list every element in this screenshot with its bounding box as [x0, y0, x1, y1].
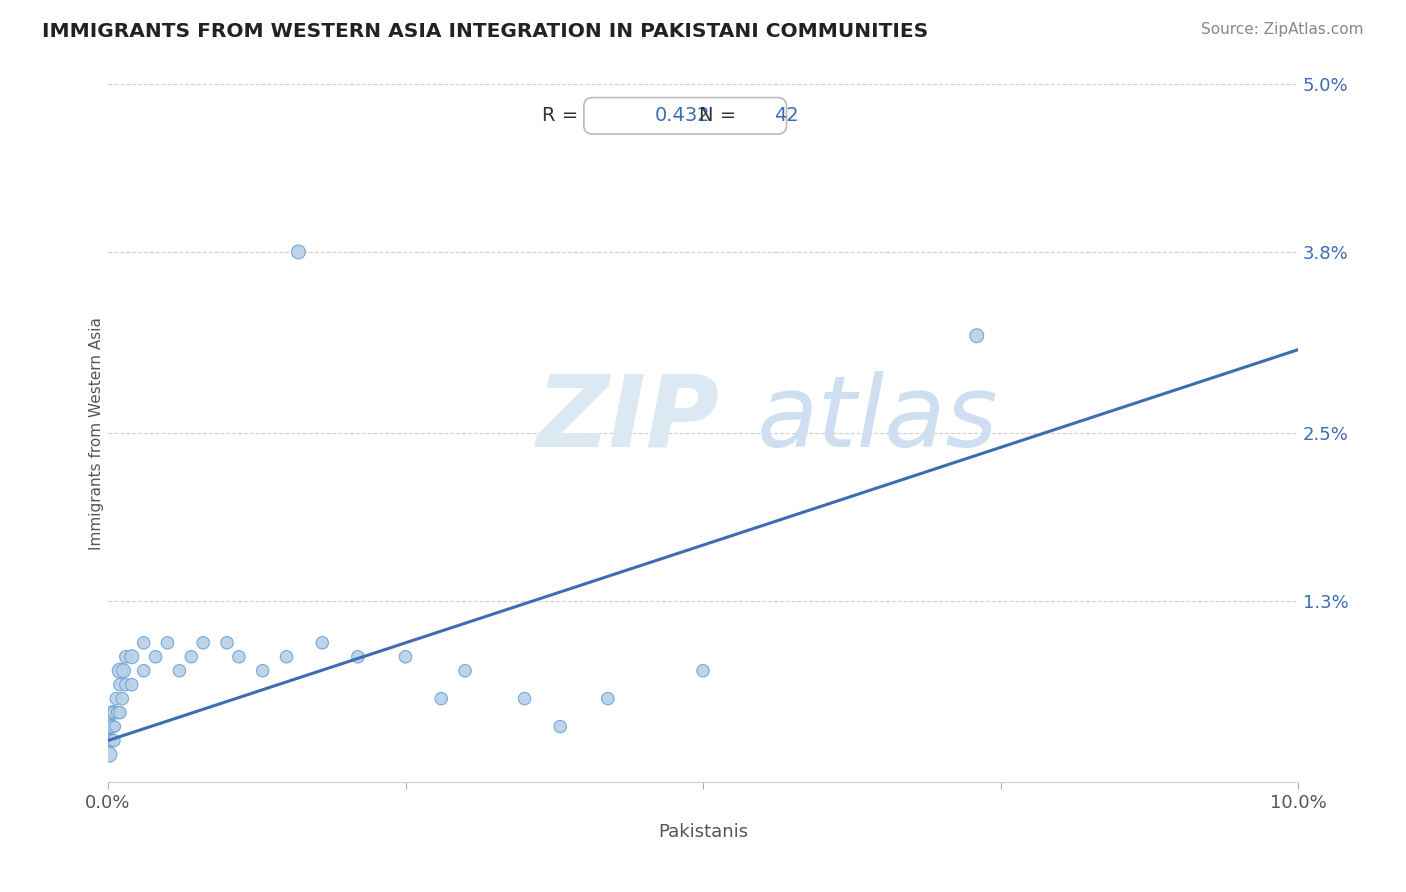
Point	[111, 691, 134, 706]
Point	[596, 691, 619, 706]
Point	[108, 664, 131, 678]
Point	[215, 636, 238, 650]
Point	[966, 328, 988, 343]
Point	[180, 649, 202, 664]
Point	[112, 664, 135, 678]
Text: IMMIGRANTS FROM WESTERN ASIA INTEGRATION IN PAKISTANI COMMUNITIES: IMMIGRANTS FROM WESTERN ASIA INTEGRATION…	[42, 22, 928, 41]
Y-axis label: Immigrants from Western Asia: Immigrants from Western Asia	[90, 317, 104, 549]
Point	[169, 664, 191, 678]
Point	[104, 720, 127, 734]
Point	[103, 733, 125, 747]
Text: R = 0.432   N = 42: R = 0.432 N = 42	[592, 106, 778, 126]
Point	[121, 678, 143, 692]
Point	[101, 706, 124, 720]
Point	[145, 649, 167, 664]
Text: 0.432: 0.432	[655, 106, 710, 126]
Point	[115, 678, 138, 692]
Point	[108, 678, 131, 692]
Point	[98, 733, 121, 747]
Point	[394, 649, 416, 664]
Text: R =: R =	[541, 106, 583, 126]
Point	[103, 706, 125, 720]
Point	[513, 691, 536, 706]
Text: 42: 42	[773, 106, 799, 126]
Point	[228, 649, 250, 664]
Point	[548, 720, 571, 734]
Point	[121, 649, 143, 664]
Point	[287, 244, 309, 259]
Text: atlas: atlas	[756, 371, 998, 468]
Point	[692, 664, 714, 678]
Point	[101, 720, 124, 734]
Point	[108, 706, 131, 720]
Point	[193, 636, 215, 650]
Point	[100, 733, 122, 747]
Text: Source: ZipAtlas.com: Source: ZipAtlas.com	[1201, 22, 1364, 37]
Point	[115, 649, 138, 664]
Point	[311, 636, 333, 650]
Point	[107, 706, 129, 720]
Point	[132, 636, 155, 650]
Point	[347, 649, 370, 664]
Point	[132, 664, 155, 678]
Point	[156, 636, 179, 650]
Point	[105, 691, 128, 706]
Point	[454, 664, 477, 678]
Text: N =: N =	[699, 106, 742, 126]
Point	[276, 649, 298, 664]
Point	[98, 720, 121, 734]
Point	[430, 691, 453, 706]
Text: ZIP: ZIP	[537, 371, 720, 468]
Point	[252, 664, 274, 678]
X-axis label: Pakistanis: Pakistanis	[658, 823, 748, 841]
Point	[98, 747, 121, 762]
